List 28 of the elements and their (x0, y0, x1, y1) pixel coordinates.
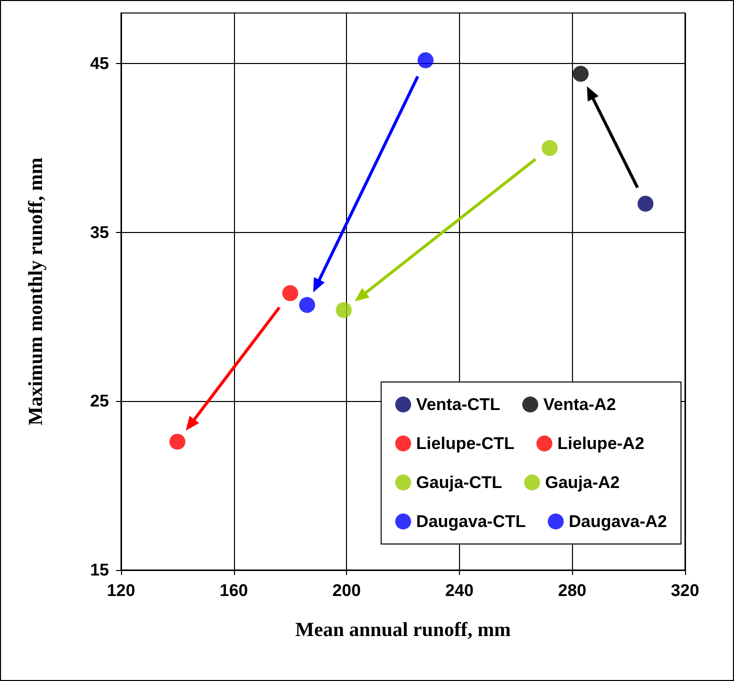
legend-label: Lielupe-CTL (416, 434, 514, 453)
x-tick-label: 280 (558, 581, 586, 600)
legend-label: Gauja-A2 (545, 473, 620, 492)
y-axis-title: Maximum monthly runoff, mm (25, 157, 47, 426)
point (542, 140, 558, 156)
y-tick-label: 35 (90, 222, 109, 242)
y-tick-label: 15 (90, 560, 109, 580)
legend-label: Daugava-CTL (416, 512, 526, 531)
point (572, 66, 589, 82)
point (169, 434, 186, 450)
legend-label: Gauja-CTL (416, 473, 502, 492)
y-tick-label: 45 (90, 54, 109, 74)
legend-label: Venta-CTL (416, 395, 500, 414)
x-tick-label: 200 (332, 581, 361, 600)
x-tick-label: 240 (445, 581, 474, 600)
legend-label: Daugava-A2 (568, 512, 668, 531)
legend-label: Lielupe-A2 (557, 434, 644, 453)
point (299, 297, 316, 313)
point (638, 196, 654, 212)
y-tick-label: 25 (90, 392, 109, 411)
x-tick-label: 320 (670, 581, 700, 600)
x-axis-title: Mean annual runoff, mm (295, 619, 512, 641)
legend-label: Venta-A2 (543, 395, 616, 414)
x-tick-label: 120 (106, 581, 136, 600)
point (282, 285, 298, 302)
point (418, 52, 434, 68)
point (336, 302, 352, 318)
x-tick-label: 160 (220, 581, 248, 600)
